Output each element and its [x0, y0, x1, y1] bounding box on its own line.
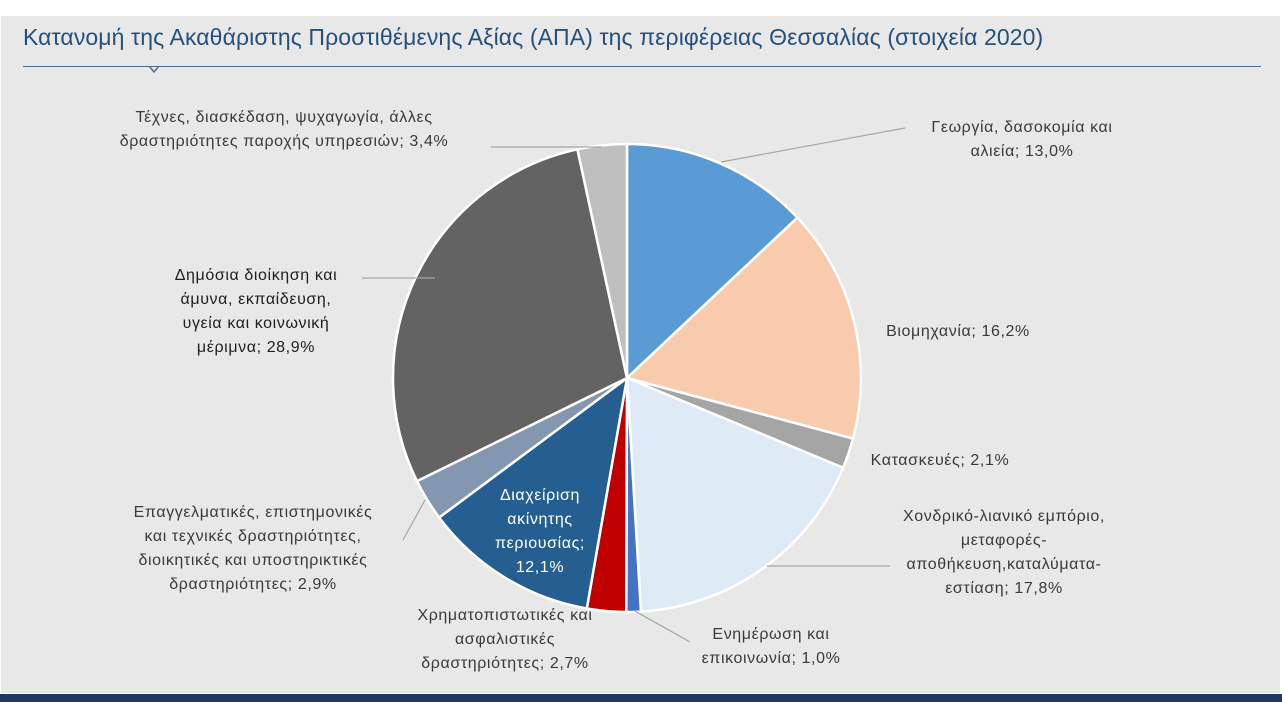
slice-label-line: Επαγγελματικές, επιστημονικές	[134, 504, 373, 521]
slice-label-trade: Χονδρικό-λιανικό εμπόριο, μεταφορές-αποθή…	[903, 508, 1105, 597]
slice-label-line: δραστηριότητες παροχής υπηρεσιών; 3,4%	[120, 133, 449, 150]
slice-labels: Γεωργία, δασοκομία και αλιεία; 13,0% Βιομη…	[120, 109, 1112, 672]
slice-label-line: υγεία και κοινωνική	[183, 315, 330, 332]
slice-label-construction: Κατασκευές; 2,1%	[871, 452, 1010, 469]
pie-slice-arts	[576, 142, 629, 380]
slice-label-line: και τεχνικές δραστηριότητες,	[144, 528, 361, 545]
slice-label-line: Δημόσια διοίκηση και	[175, 267, 337, 284]
pie-slice-public-admin	[391, 148, 629, 483]
slice-label-agriculture: Γεωργία, δασοκομία και αλιεία; 13,0%	[931, 119, 1112, 160]
slice-label-line: Χρηματοπιστωτικές και	[417, 607, 592, 624]
slice-label-line: δραστηριότητες; 2,9%	[169, 576, 336, 593]
slice-label-line: ακίνητης	[507, 511, 572, 528]
slice-label-professional: Επαγγελματικές, επιστημονικές και τεχνικέ…	[134, 504, 373, 593]
slice-label-line: Ενημέρωση και	[712, 626, 829, 643]
slice-label-line: διοικητικές και υποστηρικτικές	[139, 552, 368, 569]
slice-label-line: αλιεία; 13,0%	[971, 143, 1074, 160]
slice-label-finance: Χρηματοπιστωτικές και ασφαλιστικές δραστηρ…	[417, 607, 592, 672]
pie-slice-real-estate	[437, 376, 629, 610]
slice-label-line: Γεωργία, δασοκομία και	[931, 119, 1112, 136]
chart-title: Κατανομή της Ακαθάριστης Προστιθέμενης Α…	[23, 24, 1044, 50]
title-rule	[23, 66, 1261, 67]
slice-label-line: εστίαση; 17,8%	[945, 580, 1063, 597]
slice-label-line: δραστηριότητες; 2,7%	[421, 655, 588, 672]
slice-label-line: Βιομηχανία; 16,2%	[886, 323, 1030, 340]
title-notch	[149, 66, 159, 74]
slice-label-line: περιουσίας;	[495, 535, 585, 552]
slice-label-industry: Βιομηχανία; 16,2%	[886, 323, 1030, 340]
slice-label-line: άμυνα, εκπαίδευση,	[181, 291, 332, 308]
bottom-bar	[0, 694, 1282, 702]
pie-slice-trade	[625, 376, 845, 613]
leader-line-agriculture	[720, 127, 906, 163]
slice-label-line: αποθήκευση,καταλύματα-	[907, 556, 1102, 573]
pie-slice-industry	[625, 216, 863, 440]
pie-slice-agriculture	[625, 142, 799, 380]
leader-lines	[362, 127, 906, 643]
slice-label-line: μεταφορές-	[961, 532, 1047, 549]
slice-label-real-estate: Διαχείριση ακίνητης περιουσίας; 12,1%	[495, 487, 585, 576]
slice-label-public-admin: Δημόσια διοίκηση και άμυνα, εκπαίδευση, υγ…	[175, 267, 337, 356]
slice-label-line: Διαχείριση	[500, 487, 580, 504]
slice-label-arts: Τέχνες, διασκέδαση, ψυχαγωγία, άλλες δρασ…	[120, 109, 449, 150]
slice-label-line: ασφαλιστικές	[455, 631, 555, 648]
slice-label-line: Κατασκευές; 2,1%	[871, 452, 1010, 469]
leader-line-information	[634, 610, 691, 643]
pie-slices	[391, 142, 863, 614]
slice-label-line: 12,1%	[516, 559, 564, 576]
slice-label-line: Χονδρικό-λιανικό εμπόριο,	[903, 508, 1105, 525]
slice-label-line: Τέχνες, διασκέδαση, ψυχαγωγία, άλλες	[135, 109, 432, 126]
slice-label-line: μέριμνα; 28,9%	[197, 339, 315, 356]
slice-label-information: Ενημέρωση και επικοινωνία; 1,0%	[702, 626, 841, 667]
slice-label-line: επικοινωνία; 1,0%	[702, 650, 841, 667]
leader-line-professional	[402, 499, 426, 541]
